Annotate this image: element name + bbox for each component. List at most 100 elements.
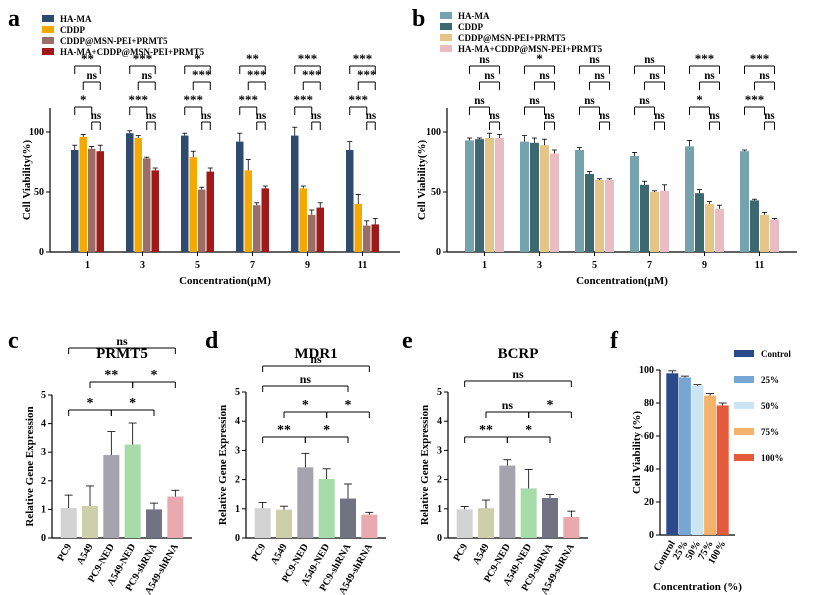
significance-bracket: ns <box>599 110 610 130</box>
y-tick-label: 0 <box>649 530 654 541</box>
significance-label: * <box>129 396 136 411</box>
significance-label: *** <box>695 51 715 66</box>
significance-label: ns <box>502 398 514 412</box>
panel-label-c: c <box>8 328 19 354</box>
x-tick-label: 7 <box>250 260 255 271</box>
significance-bracket: * <box>184 51 211 74</box>
legend-entry: HA-MA+CDDP@MSN-PEI+PRMT5 <box>60 47 205 57</box>
significance-label: *** <box>750 51 770 66</box>
legend-entry: CDDP@MSN-PEI+PRMT5 <box>458 33 566 43</box>
x-tick-label: PC9 <box>250 542 269 563</box>
significance-label: ns <box>759 70 770 82</box>
x-tick-label: PC9 <box>452 542 471 563</box>
error-bar <box>772 217 777 220</box>
y-tick-label: 0 <box>436 247 441 258</box>
significance-label: *** <box>357 67 377 82</box>
significance-label: *** <box>239 92 259 107</box>
error-bar <box>182 132 188 136</box>
error-bar <box>552 149 557 154</box>
y-tick-label: 20 <box>644 497 654 508</box>
error-bar <box>365 511 374 515</box>
significance-label: ** <box>104 368 118 383</box>
significance-bracket: *** <box>294 92 313 115</box>
significance-label: * <box>525 423 532 438</box>
bar-HA-MA+CDDP@MSN-PEI+PRMT5-7 <box>261 188 269 252</box>
significance-label: ns <box>310 352 322 366</box>
significance-label: ns <box>654 110 665 122</box>
y-tick-label: 100 <box>639 365 654 376</box>
error-bar <box>280 505 288 510</box>
significance-bracket: * <box>689 92 710 115</box>
significance-label: *** <box>133 51 153 66</box>
error-bar <box>742 149 747 152</box>
error-bar <box>632 151 637 156</box>
bar-CDDP-5 <box>585 174 594 252</box>
significance-label: ** <box>277 423 291 438</box>
significance-bracket: * <box>528 398 572 418</box>
significance-label: ns <box>201 110 212 122</box>
error-bar <box>497 133 502 138</box>
legend-swatch <box>440 23 452 30</box>
significance-bracket: *** <box>129 51 156 74</box>
error-bar <box>524 468 533 489</box>
bar-HA-MA-9 <box>291 135 299 252</box>
y-axis-label: Relative Gene Expression <box>419 405 431 525</box>
panel-e-chart: 0 1 2 3 4 5 Relative Gene Expression BCRP PC9 A54… <box>419 346 588 595</box>
significance-bracket: *** <box>744 92 765 115</box>
bar-CDDP-9 <box>299 188 307 252</box>
error-bar <box>150 502 158 510</box>
significance-label: ** <box>81 51 94 66</box>
bar-CDDP@MSN-PEI+PRMT5-3 <box>540 145 549 252</box>
bar-CDDP-5 <box>189 157 197 252</box>
x-tick-label: 9 <box>702 260 707 271</box>
significance-label: ns <box>704 70 715 82</box>
significance-label: ns <box>639 95 650 107</box>
bar-HA-MA-7 <box>236 141 244 252</box>
legend-entry: HA-MA <box>60 14 92 24</box>
bar-HA-MA+CDDP@MSN-PEI+PRMT5-1 <box>96 151 104 252</box>
significance-bracket: * <box>283 398 328 418</box>
x-tick-label: A549 <box>75 542 96 567</box>
significance-label: *** <box>353 51 373 66</box>
error-bar <box>642 180 647 185</box>
bar-CDDP-11 <box>354 204 362 252</box>
legend-entry: HA-MA+CDDP@MSN-PEI+PRMT5 <box>458 44 603 54</box>
error-bar <box>144 156 150 159</box>
significance-bracket: * <box>506 423 551 443</box>
error-bar <box>171 489 180 497</box>
error-bar <box>680 375 689 378</box>
bar-PC9-NED <box>103 455 120 538</box>
significance-bracket: ns <box>137 70 156 90</box>
significance-bracket: * <box>132 368 176 388</box>
error-bar <box>152 167 158 171</box>
legend-swatch <box>42 15 54 22</box>
y-tick-label: 1 <box>41 504 46 515</box>
significance-bracket: * <box>326 398 370 418</box>
error-bar <box>97 144 103 152</box>
bar-HA-MA-11 <box>740 151 749 252</box>
bar-HA-MA-3 <box>520 141 529 252</box>
significance-label: * <box>87 396 94 411</box>
significance-bracket: ** <box>262 423 306 443</box>
error-bar <box>607 178 612 180</box>
significance-bracket: * <box>74 92 93 115</box>
error-bar <box>542 138 547 146</box>
error-bar <box>292 126 298 136</box>
error-bar <box>532 137 537 143</box>
significance-bracket: ns <box>469 95 490 115</box>
legend-entry: CDDP <box>458 22 483 32</box>
x-tick-label: 1 <box>85 260 90 271</box>
y-tick-label: 4 <box>235 416 240 427</box>
significance-label: ns <box>474 95 485 107</box>
significance-label: *** <box>192 67 212 82</box>
x-tick-label: 3 <box>140 260 145 271</box>
significance-label: ns <box>300 372 312 386</box>
bar-HA-MA-7 <box>630 156 639 252</box>
bar-75% <box>704 395 717 535</box>
bar-A549 <box>82 505 98 538</box>
significance-bracket: ns <box>579 54 610 74</box>
error-bar <box>372 217 378 225</box>
significance-bracket: ns <box>634 54 665 74</box>
error-bar <box>190 150 196 158</box>
